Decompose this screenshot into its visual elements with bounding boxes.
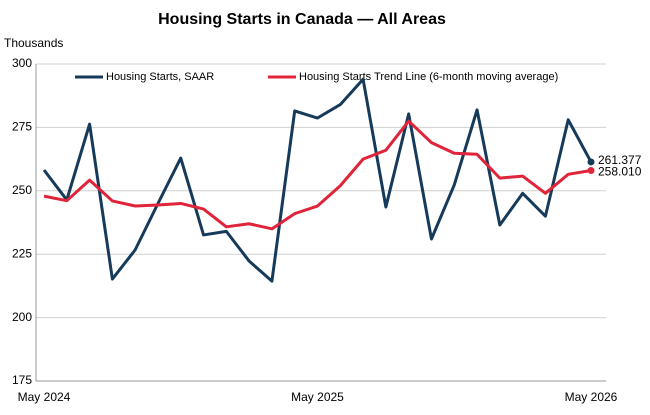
end-marker xyxy=(587,166,595,174)
legend-label: Housing Starts, SAAR xyxy=(106,71,214,83)
x-tick-label: May 2025 xyxy=(291,390,344,404)
end-marker xyxy=(587,158,595,166)
x-tick-label: May 2026 xyxy=(565,390,618,404)
y-tick-label: 200 xyxy=(12,310,32,324)
data-label: 261.377 xyxy=(598,153,642,167)
y-axis-label: Thousands xyxy=(4,36,63,50)
series-line xyxy=(42,77,593,283)
legend-label: Housing Starts Trend Line (6-month movin… xyxy=(299,71,558,83)
x-tick-label: May 2024 xyxy=(18,390,71,404)
y-tick-label: 300 xyxy=(12,56,32,70)
y-tick-label: 250 xyxy=(12,183,32,197)
y-tick-label: 175 xyxy=(12,373,32,387)
chart-title: Housing Starts in Canada — All Areas xyxy=(158,11,446,28)
series-line xyxy=(43,119,592,231)
data-label: 258.010 xyxy=(598,165,642,179)
y-tick-label: 275 xyxy=(12,120,32,134)
y-tick-label: 225 xyxy=(12,246,32,260)
